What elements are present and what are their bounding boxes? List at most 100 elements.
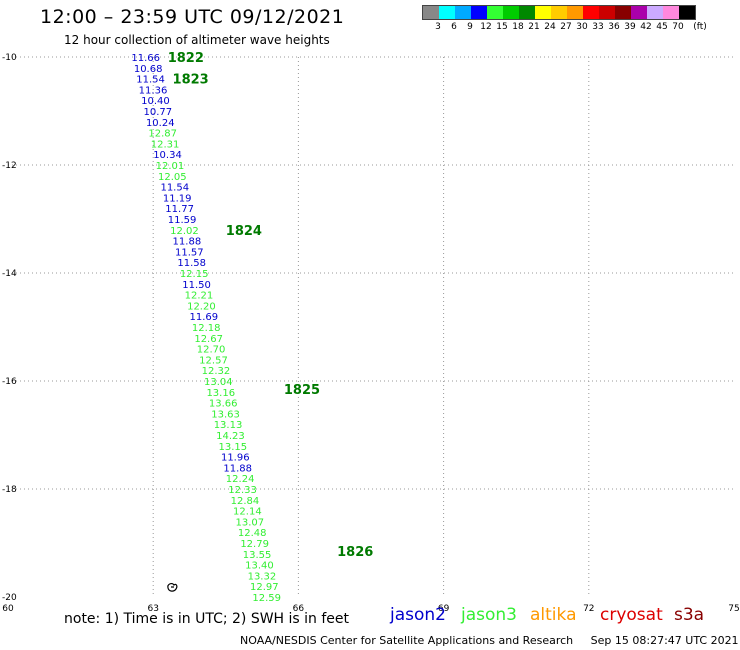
- scale-swatch: [439, 6, 455, 19]
- wave-height-reading: 10.68: [134, 64, 163, 75]
- scale-swatch: [679, 6, 695, 19]
- wave-height-reading: 10.40: [141, 96, 170, 107]
- scale-swatch: [663, 6, 679, 19]
- wave-height-reading: 13.16: [206, 388, 235, 399]
- wave-height-reading: 12.24: [226, 474, 255, 485]
- wave-height-reading: 10.24: [146, 118, 175, 129]
- wave-height-reading: 11.57: [175, 247, 204, 258]
- scale-swatch: [487, 6, 503, 19]
- wave-height-reading: 12.05: [158, 172, 187, 183]
- scale-swatch: [503, 6, 519, 19]
- scale-swatch: [631, 6, 647, 19]
- wave-height-reading: 11.77: [165, 204, 194, 215]
- wave-height-reading: 11.88: [173, 237, 202, 248]
- scale-label: 27: [560, 22, 572, 32]
- lat-tick-label: -14: [2, 269, 17, 279]
- wave-height-reading: 12.21: [185, 291, 214, 302]
- lon-tick-label: 66: [293, 604, 305, 614]
- wave-height-reading: 12.02: [170, 226, 199, 237]
- scale-swatch: [535, 6, 551, 19]
- scale-swatch: [615, 6, 631, 19]
- wave-height-reading: 12.31: [151, 139, 180, 150]
- scale-label: 36: [608, 22, 620, 32]
- lat-tick-label: -10: [2, 53, 17, 63]
- wave-height-reading: 10.77: [144, 107, 173, 118]
- lon-tick-label: 63: [147, 604, 158, 614]
- scale-swatch: [551, 6, 567, 19]
- footer-credit: NOAA/NESDIS Center for Satellite Applica…: [240, 634, 574, 647]
- lat-tick-label: -12: [2, 161, 17, 171]
- scale-label: 12: [480, 22, 492, 32]
- wave-height-reading: 11.54: [160, 183, 189, 194]
- map-title: 12:00 – 23:59 UTC 09/12/2021: [40, 6, 345, 28]
- island-outline: [167, 582, 178, 592]
- wave-height-reading: 11.36: [139, 85, 168, 96]
- wave-height-reading: 12.20: [187, 301, 216, 312]
- lon-tick-label: 69: [438, 604, 450, 614]
- scale-swatch: [471, 6, 487, 19]
- wave-height-reading: 13.04: [204, 377, 233, 388]
- scale-label: 6: [451, 22, 457, 32]
- lon-tick-label: 60: [2, 604, 14, 614]
- wave-height-reading: 12.57: [199, 355, 228, 366]
- pass-time-label: 1825: [284, 383, 320, 398]
- color-scale-legend: 3 6 9 12 15 18 21 24 27 30 33 36 39 42 45 70 (ft): [422, 5, 707, 34]
- wave-height-reading: 12.15: [180, 269, 209, 280]
- wave-height-reading: 12.84: [231, 496, 260, 507]
- wave-height-reading: 13.32: [248, 571, 277, 582]
- scale-label: 9: [467, 22, 473, 32]
- scale-swatch: [583, 6, 599, 19]
- wave-height-reading: 12.67: [194, 334, 223, 345]
- scale-label: (ft): [693, 22, 707, 32]
- axis-ticks: 60 63 66 69 72 75 -10 -12 -14 -16 -18 -20: [2, 53, 740, 614]
- wave-height-reading: 12.70: [197, 345, 226, 356]
- wave-height-reading: 11.69: [190, 312, 219, 323]
- pass-time-label: 1824: [226, 224, 262, 239]
- legend-s3a: s3a: [674, 605, 705, 625]
- wave-height-reading: 14.23: [216, 431, 245, 442]
- wave-height-reading: 10.34: [153, 150, 182, 161]
- wave-height-reading: 12.18: [192, 323, 221, 334]
- wave-height-reading: 12.59: [252, 593, 281, 604]
- scale-label: 21: [528, 22, 540, 32]
- scale-swatch: [567, 6, 583, 19]
- scale-label: 3: [435, 22, 441, 32]
- wave-height-reading: 12.97: [250, 582, 279, 593]
- pass-time-label: 1823: [173, 73, 209, 88]
- scale-label: 70: [672, 22, 684, 32]
- scale-swatch: [455, 6, 471, 19]
- pass-time-label: 1822: [168, 51, 204, 66]
- scale-swatch: [599, 6, 615, 19]
- wave-height-reading: 11.19: [163, 193, 192, 204]
- legend-altika: altika: [530, 605, 577, 625]
- wave-height-reading: 11.54: [136, 75, 165, 86]
- pass-labels: 1822 1823 1824 1825 1826: [168, 51, 374, 560]
- scale-label: 42: [640, 22, 652, 32]
- scale-label: 33: [592, 22, 604, 32]
- legend-cryosat: cryosat: [600, 605, 663, 625]
- wave-height-readings: 11.6610.6811.5411.3610.4010.7710.2412.87…: [131, 53, 281, 604]
- wave-height-reading: 13.13: [214, 420, 243, 431]
- wave-height-reading: 11.58: [177, 258, 206, 269]
- lat-tick-label: -18: [2, 485, 17, 495]
- units-note: note: 1) Time is in UTC; 2) SWH is in fe…: [64, 611, 350, 627]
- scale-swatch: [519, 6, 535, 19]
- lat-lon-grid: [8, 56, 734, 597]
- wave-height-reading: 12.33: [228, 485, 257, 496]
- legend-jason3: jason3: [461, 605, 517, 625]
- scale-label: 30: [576, 22, 588, 32]
- wave-height-reading: 12.87: [148, 129, 177, 140]
- wave-height-reading: 11.50: [182, 280, 211, 291]
- wave-height-reading: 13.07: [235, 517, 264, 528]
- wave-height-reading: 11.59: [168, 215, 197, 226]
- wave-height-reading: 12.79: [240, 539, 269, 550]
- scale-label: 15: [496, 22, 508, 32]
- scale-swatch: [423, 6, 439, 19]
- wave-height-reading: 13.63: [211, 409, 240, 420]
- scale-label: 39: [624, 22, 636, 32]
- lat-tick-label: -20: [2, 593, 17, 603]
- scale-label: 45: [656, 22, 668, 32]
- wave-height-reading: 13.40: [245, 561, 274, 572]
- wave-height-reading: 12.48: [238, 528, 267, 539]
